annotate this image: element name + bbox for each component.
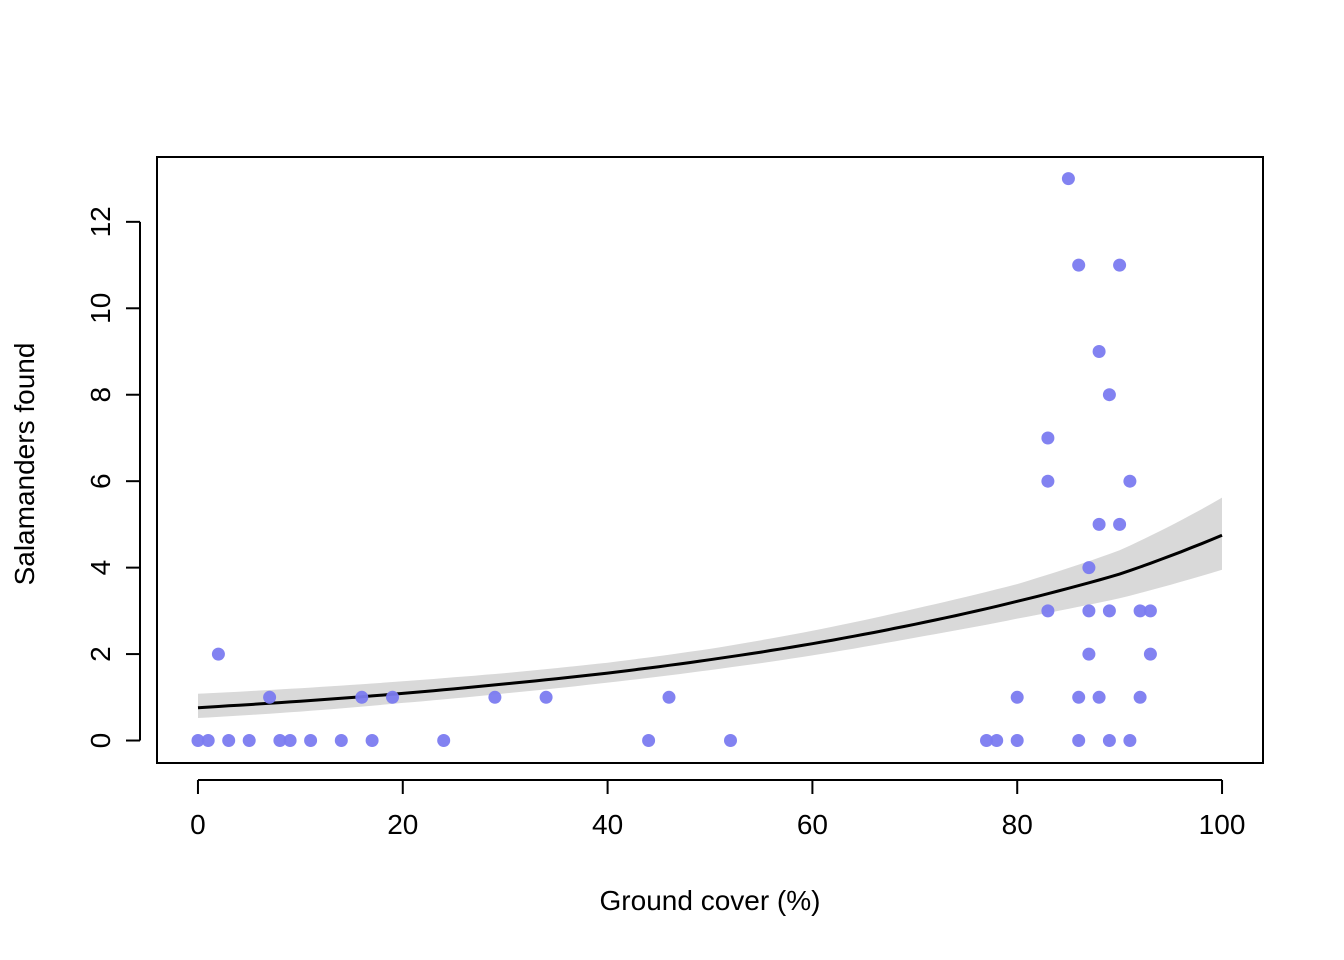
- data-point: [1143, 647, 1157, 661]
- x-tick-label: 100: [1199, 809, 1246, 840]
- data-point: [1082, 647, 1096, 661]
- data-point: [273, 734, 287, 747]
- data-point: [191, 734, 205, 747]
- data-point: [1072, 690, 1086, 704]
- x-axis-title: Ground cover (%): [600, 885, 821, 916]
- data-point: [1143, 604, 1157, 618]
- data-point: [1072, 258, 1086, 272]
- data-point: [1061, 172, 1075, 186]
- data-point: [334, 734, 348, 747]
- x-tick-label: 0: [190, 809, 206, 840]
- x-tick-label: 60: [797, 809, 828, 840]
- y-tick-label: 6: [85, 473, 116, 489]
- data-point: [724, 734, 737, 747]
- data-point: [437, 734, 451, 747]
- y-tick-label: 0: [85, 733, 116, 749]
- data-point: [1092, 517, 1106, 531]
- data-point: [1133, 604, 1147, 618]
- x-tick-label: 40: [592, 809, 623, 840]
- data-point: [539, 690, 553, 704]
- data-point: [1113, 258, 1127, 272]
- data-point: [1082, 561, 1096, 575]
- data-point: [1123, 734, 1137, 747]
- plot-frame: [156, 156, 1264, 764]
- x-axis: 0 20 40 60 80 100: [190, 779, 1246, 840]
- y-tick-label: 2: [85, 646, 116, 662]
- data-point: [386, 690, 399, 704]
- data-point: [1092, 690, 1106, 704]
- y-tick-label: 8: [85, 387, 116, 403]
- data-point: [1133, 690, 1147, 704]
- y-tick-label: 12: [85, 206, 116, 237]
- data-point: [1010, 690, 1024, 704]
- data-point: [1041, 604, 1055, 618]
- y-axis: 0 2 4 6 8 10 12: [85, 206, 141, 749]
- data-point: [980, 734, 993, 747]
- data-point: [1041, 474, 1055, 488]
- data-point: [662, 690, 676, 704]
- y-tick-label: 4: [85, 560, 116, 576]
- data-point: [355, 690, 369, 704]
- data-point: [1010, 734, 1024, 747]
- data-point: [990, 734, 1004, 747]
- y-tick-label: 10: [85, 293, 116, 324]
- fit-line-layer: [197, 533, 1223, 710]
- y-axis-title: Salamanders found: [9, 343, 40, 586]
- data-point: [283, 734, 297, 747]
- data-point: [365, 734, 379, 747]
- confidence-band: [198, 497, 1222, 718]
- data-point: [1072, 734, 1086, 747]
- fit-line: [197, 533, 1223, 710]
- x-tick-label: 80: [1002, 809, 1033, 840]
- data-point: [211, 647, 225, 661]
- data-point: [222, 734, 236, 747]
- data-point: [263, 690, 277, 704]
- data-point: [1092, 345, 1106, 358]
- data-point: [1102, 734, 1116, 747]
- data-point: [1123, 474, 1137, 488]
- x-tick-label: 20: [387, 809, 418, 840]
- data-point: [1102, 604, 1116, 618]
- data-points-layer: [191, 172, 1157, 747]
- data-point: [488, 690, 502, 704]
- data-point: [1041, 431, 1055, 445]
- data-point: [1102, 388, 1116, 402]
- data-point: [201, 734, 215, 747]
- confidence-band-layer: [198, 497, 1222, 718]
- data-point: [304, 734, 318, 747]
- data-point: [642, 734, 656, 747]
- data-point: [1113, 517, 1127, 531]
- data-point: [242, 734, 256, 747]
- data-point: [1082, 604, 1096, 618]
